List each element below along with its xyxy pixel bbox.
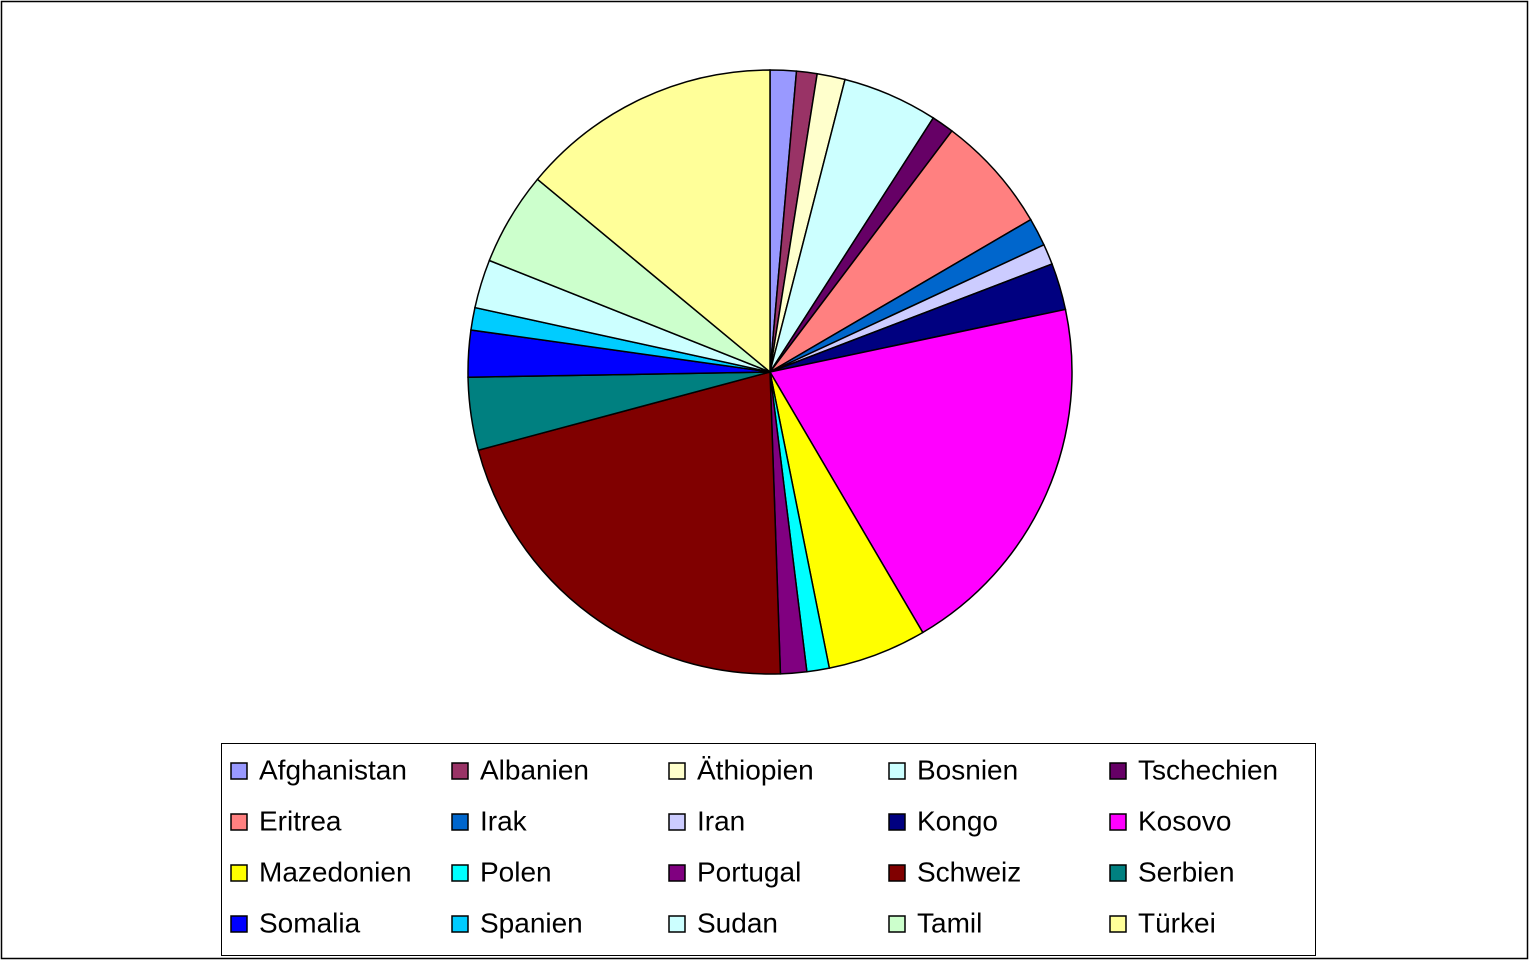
legend-label: Bosnien: [917, 754, 1018, 785]
legend-label: Serbien: [1138, 856, 1235, 887]
legend-label: Afghanistan: [259, 754, 407, 785]
legend-swatch: [1109, 864, 1127, 882]
legend-swatch: [668, 762, 686, 780]
legend-label: Albanien: [480, 754, 589, 785]
legend-swatch: [1109, 813, 1127, 831]
legend-swatch: [668, 864, 686, 882]
legend-label: Somalia: [259, 907, 361, 938]
legend-swatch: [451, 915, 469, 933]
legend-swatch: [888, 762, 906, 780]
legend-swatch: [888, 864, 906, 882]
legend-swatch: [451, 864, 469, 882]
legend-swatch: [668, 813, 686, 831]
legend-label: Kongo: [917, 805, 998, 836]
legend-swatch: [451, 813, 469, 831]
legend-label: Irak: [480, 805, 528, 836]
legend-swatch: [230, 864, 248, 882]
legend-label: Tschechien: [1138, 754, 1278, 785]
legend-label: Tamil: [917, 907, 982, 938]
legend-swatch: [888, 915, 906, 933]
legend-swatch: [1109, 762, 1127, 780]
legend-swatch: [230, 915, 248, 933]
legend-swatch: [668, 915, 686, 933]
legend-label: Mazedonien: [259, 856, 412, 887]
legend-label: Kosovo: [1138, 805, 1231, 836]
legend-label: Türkei: [1138, 907, 1216, 938]
pie-slice: [477, 371, 782, 675]
pie-slice: [769, 129, 1032, 373]
legend-label: Iran: [697, 805, 745, 836]
pie-slice: [536, 69, 771, 374]
legend-label: Polen: [480, 856, 552, 887]
legend-swatch: [1109, 915, 1127, 933]
legend-label: Portugal: [697, 856, 801, 887]
legend-label: Eritrea: [259, 805, 342, 836]
pie-slice: [768, 308, 1073, 634]
legend-label: Schweiz: [917, 856, 1021, 887]
legend-swatch: [451, 762, 469, 780]
legend-label: Äthiopien: [697, 754, 814, 785]
legend-box: [221, 743, 1316, 956]
legend-swatch: [230, 813, 248, 831]
legend-label: Sudan: [697, 907, 778, 938]
legend-swatch: [888, 813, 906, 831]
legend-swatch: [230, 762, 248, 780]
legend-label: Spanien: [480, 907, 583, 938]
